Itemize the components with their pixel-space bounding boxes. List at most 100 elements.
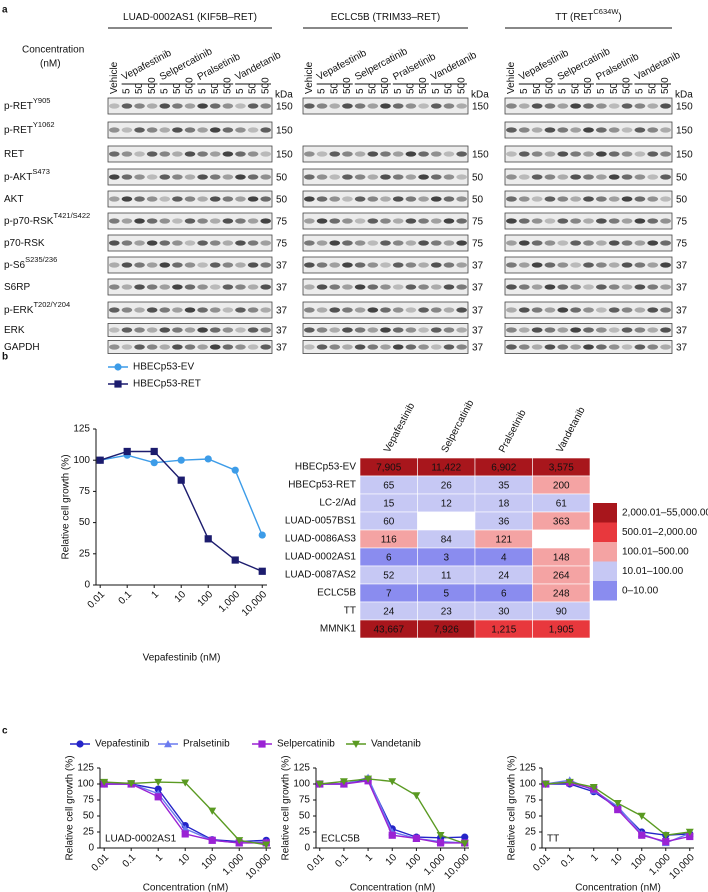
blot-band — [430, 344, 442, 350]
blot-band — [197, 240, 208, 246]
legend-marker — [352, 740, 360, 748]
blot-band — [134, 218, 145, 224]
y-tick-label: 125 — [293, 763, 310, 774]
blot-band — [354, 196, 366, 202]
blot-band — [418, 174, 429, 180]
point — [208, 807, 217, 815]
point — [150, 459, 158, 467]
y-tick-label: 0 — [84, 580, 90, 591]
blot-band — [342, 307, 353, 313]
row-sup: Y905 — [33, 96, 51, 105]
dose-label: 50 — [444, 82, 455, 94]
blot-band — [304, 218, 315, 224]
blot-band — [222, 307, 234, 313]
blot-band — [316, 240, 328, 246]
blot-band — [430, 262, 442, 268]
kda-marker: 75 — [276, 239, 288, 250]
blot-band — [647, 218, 659, 224]
blot-band — [247, 307, 259, 313]
blot-band — [184, 196, 196, 202]
point — [541, 780, 550, 788]
blot — [302, 340, 469, 354]
kda-marker: 37 — [472, 306, 484, 317]
y-tick-label: 50 — [79, 517, 91, 528]
point — [364, 775, 373, 783]
blot-band — [172, 284, 183, 290]
point — [204, 535, 212, 543]
row-name: p-p70-RSK — [4, 216, 54, 227]
dose-label: 5 — [122, 88, 133, 94]
x-tick-label: 100 — [196, 589, 216, 609]
x-tick-label: 0.01 — [90, 852, 112, 874]
blot-band — [660, 327, 671, 333]
blot-band — [557, 218, 569, 224]
blot-band — [506, 262, 517, 268]
blot-band — [134, 327, 145, 333]
blot-band — [367, 174, 379, 180]
blot-band — [109, 344, 120, 350]
y-axis-title: Relative cell growth (%) — [281, 755, 292, 860]
blot-band — [583, 174, 594, 180]
heatmap-value: 11 — [441, 571, 452, 582]
blot-band — [121, 327, 133, 333]
blot-band — [260, 284, 271, 290]
point — [638, 831, 646, 839]
blot-band — [405, 103, 417, 109]
blot-band — [418, 344, 429, 350]
kda-label: kDa — [471, 90, 489, 101]
blot-band — [647, 127, 659, 133]
row-name: p-RET — [4, 125, 33, 136]
legend-label: HBECp53-EV — [133, 362, 194, 373]
blot-band — [197, 127, 208, 133]
blot-band — [159, 240, 171, 246]
blot-band — [247, 127, 259, 133]
dose-label: 5 — [235, 88, 246, 94]
blot-band — [392, 262, 404, 268]
blot-band — [443, 218, 455, 224]
y-tick-label: 0 — [530, 843, 536, 854]
heatmap-cell — [532, 529, 591, 549]
blot-band — [121, 196, 133, 202]
heatmap-value: 6 — [501, 589, 507, 600]
blot-band — [121, 151, 133, 157]
blot-band — [570, 127, 582, 133]
blot-band — [405, 174, 417, 180]
blot-band — [443, 262, 455, 268]
blot-band — [367, 196, 379, 202]
blot-band — [418, 307, 429, 313]
blot-band — [159, 218, 171, 224]
blot-band — [418, 151, 429, 157]
blot-band — [354, 151, 366, 157]
blot-band — [418, 240, 429, 246]
blot-band — [583, 127, 594, 133]
legend-label: 2,000.01–55,000.00 — [622, 508, 708, 519]
group-title-end: ) — [618, 12, 621, 23]
blot-band — [121, 344, 133, 350]
legend-swatch — [593, 542, 617, 562]
blot-band — [647, 344, 659, 350]
blot-band — [608, 307, 620, 313]
x-tick-label: 1 — [149, 589, 161, 601]
blot-band — [660, 151, 671, 157]
blot-band — [430, 196, 442, 202]
blot-band — [634, 127, 646, 133]
blot-band — [392, 307, 404, 313]
kda-marker: 37 — [676, 261, 688, 272]
kda-marker: 37 — [472, 326, 484, 337]
row-sup: S473 — [32, 167, 50, 176]
row-name: p-AKT — [4, 172, 32, 183]
row-label: p-RETY905 — [4, 96, 50, 112]
blot-band — [583, 218, 594, 224]
group-title-sup: C634W — [593, 7, 619, 16]
blot-band — [209, 103, 221, 109]
point — [460, 840, 469, 848]
blot-band — [570, 240, 582, 246]
blot-band — [621, 174, 633, 180]
point — [613, 799, 622, 808]
blot-band — [121, 307, 133, 313]
blot-band — [392, 240, 404, 246]
series-line — [100, 454, 263, 536]
blot-band — [146, 284, 158, 290]
y-tick-label: 25 — [525, 827, 537, 838]
x-tick-label: 1 — [589, 852, 601, 864]
